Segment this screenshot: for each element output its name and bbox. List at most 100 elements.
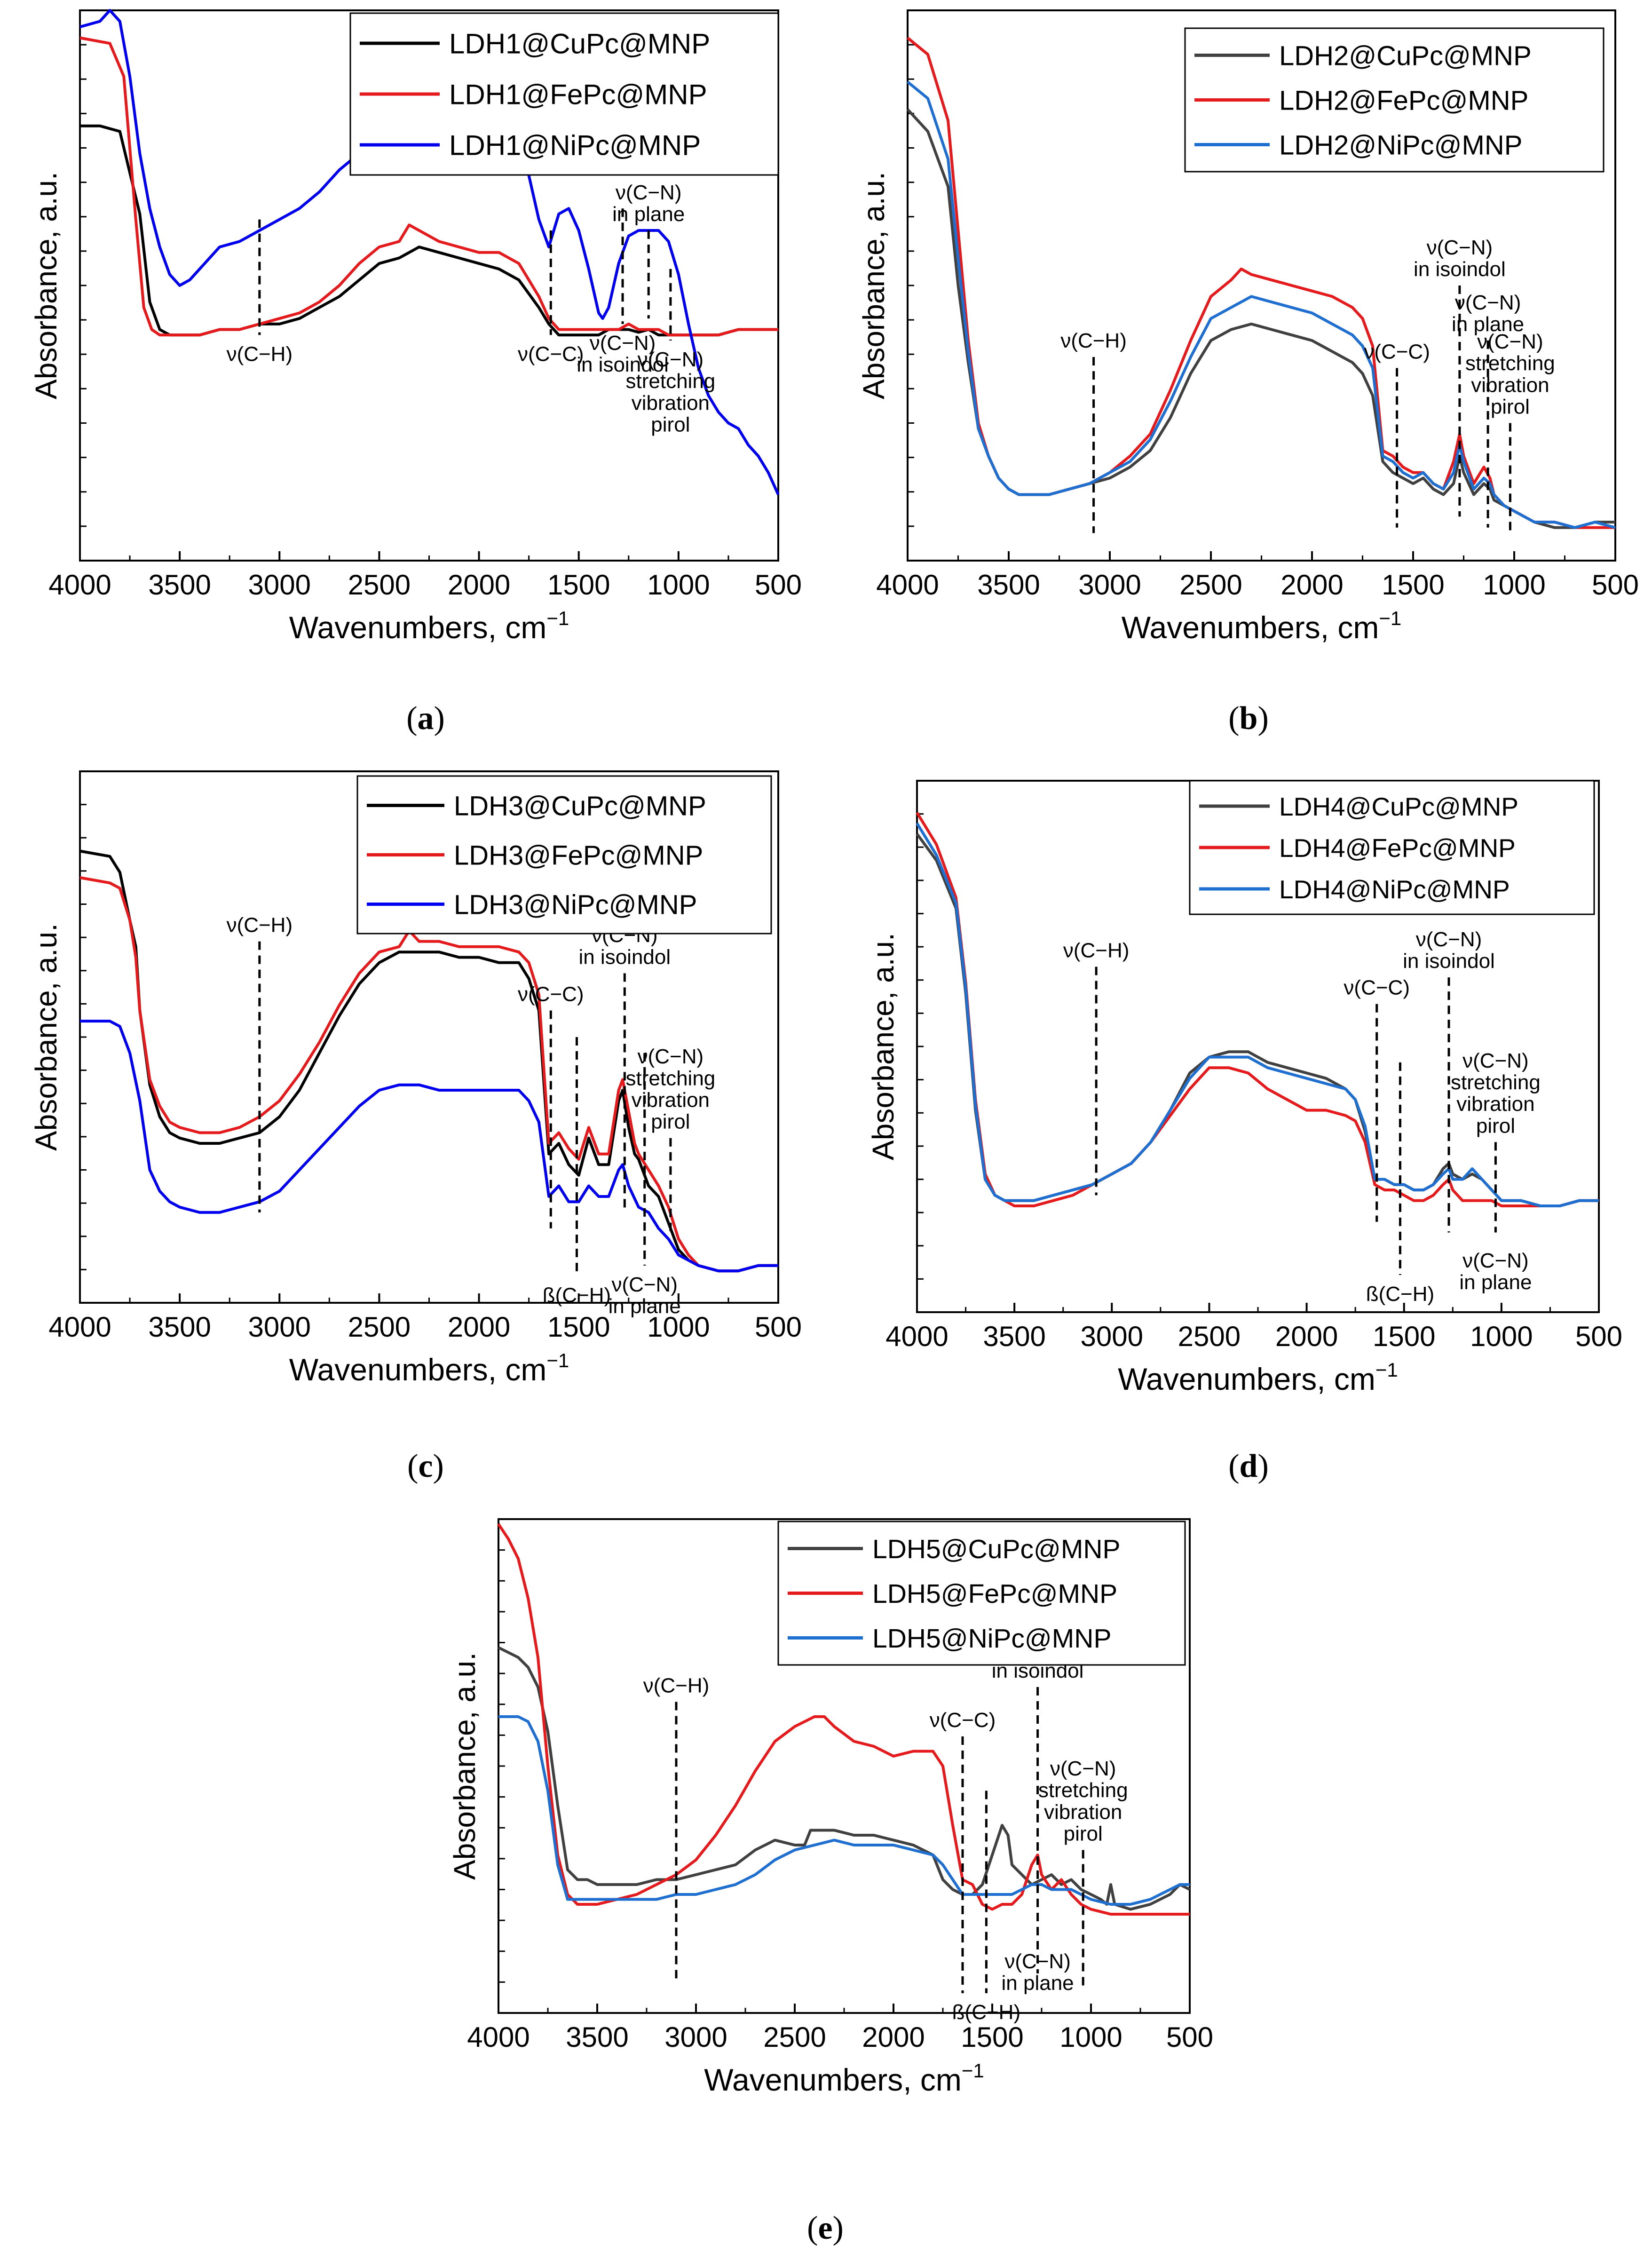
annotation-label: ν(C−C) xyxy=(518,342,584,365)
annotation-label: ν(C−H) xyxy=(1063,939,1130,962)
series-line-1 xyxy=(498,1646,1191,1911)
annotation-label: ν(C−H) xyxy=(227,914,293,937)
annotation-label: ν(C−N) in plane xyxy=(612,181,685,226)
legend-entry: LDH3@NiPc@MNP xyxy=(454,889,697,920)
x-tick-label: 3500 xyxy=(148,569,211,601)
panel-caption: (d) xyxy=(1228,1448,1269,1484)
annotation-label: ν(C−N)in isoindol xyxy=(1403,928,1495,973)
x-axis-label: Wavenumbers, cm−1 xyxy=(1118,1359,1398,1396)
series-line-1 xyxy=(79,849,778,1273)
x-tick-label: 2000 xyxy=(448,569,510,601)
x-tick-label: 3500 xyxy=(148,1311,211,1343)
y-axis-label: Absorbance, a.u. xyxy=(29,923,63,1151)
x-tick-label: 500 xyxy=(1166,2021,1213,2053)
x-tick-label: 3500 xyxy=(566,2021,628,2053)
annotation-label: ν(C−H) xyxy=(227,342,293,365)
annotation-label: ν(C−N) in plane xyxy=(1459,1249,1532,1294)
x-tick-label: 1500 xyxy=(1373,1321,1435,1352)
x-tick-label: 1000 xyxy=(647,569,710,601)
annotation-label: ν(C−C) xyxy=(518,983,584,1006)
x-tick-label: 1000 xyxy=(1059,2021,1122,2053)
x-tick-label: 4000 xyxy=(467,2021,530,2053)
x-tick-label: 1000 xyxy=(647,1311,710,1343)
x-tick-label: 500 xyxy=(755,569,802,601)
annotation-label: ν(C−N) stretching vibration pirol xyxy=(626,348,716,436)
annotation-label: ν(C−N) in plane xyxy=(609,1273,681,1318)
legend-entry: LDH5@FePc@MNP xyxy=(872,1579,1117,1609)
series-line-2 xyxy=(497,1523,1190,1916)
x-tick-label: 2500 xyxy=(348,1311,411,1343)
x-tick-label: 2000 xyxy=(862,2021,925,2053)
legend-entry: LDH1@NiPc@MNP xyxy=(449,130,701,161)
series-line-3 xyxy=(80,1020,778,1273)
series-line-2 xyxy=(79,36,778,337)
panel-a: 4000 3500 3000 2500 2000 1500 1000 500 Wavenumbe… xyxy=(29,9,802,737)
legend-entry: LDH5@NiPc@MNP xyxy=(872,1624,1111,1654)
x-tick-label: 2500 xyxy=(348,569,411,601)
annotation-label: ν(C−N) in plane xyxy=(1452,291,1524,336)
series-line-2 xyxy=(916,812,1599,1207)
x-tick-label: 1500 xyxy=(1382,569,1444,601)
x-tick-label: 3000 xyxy=(1078,569,1141,601)
legend-entry: LDH3@CuPc@MNP xyxy=(454,791,706,821)
legend: LDH1@CuPc@MNP LDH1@FePc@MNP LDH1@NiPc@MNP xyxy=(349,12,779,176)
series-line-3 xyxy=(498,1715,1190,1906)
legend-entry: LDH4@NiPc@MNP xyxy=(1279,875,1510,904)
x-tick-label: 2000 xyxy=(448,1311,510,1343)
legend-entry: LDH1@CuPc@MNP xyxy=(449,28,710,60)
legend: LDH5@CuPc@MNP LDH5@FePc@MNP LDH5@NiPc@MNP xyxy=(777,1521,1186,1666)
annotation-label: ß(C−H) xyxy=(1366,1283,1434,1306)
panel-caption: (a) xyxy=(406,700,445,737)
x-tick-label: 4000 xyxy=(48,569,111,601)
annotation-label: ν(C−N) in plane xyxy=(1002,1950,1074,1995)
series-line-2 xyxy=(79,876,778,1273)
legend-entry: LDH5@CuPc@MNP xyxy=(872,1534,1121,1564)
x-tick-label: 500 xyxy=(1592,569,1639,601)
annotation-label: ν(C−N)in isoindol xyxy=(577,332,669,376)
x-tick-label: 4000 xyxy=(48,1311,111,1343)
annotation-label: ν(C−N) stretching vibration pirol xyxy=(1465,330,1555,419)
x-tick-label: 2000 xyxy=(1280,569,1343,601)
annotation-label: ν(C−C) xyxy=(1364,341,1430,364)
x-tick-label: 3000 xyxy=(1081,1321,1143,1352)
x-tick-label: 1000 xyxy=(1470,1321,1533,1352)
panel-c: 4000 3500 3000 2500 2000 1500 1000 500 Wavenumbe… xyxy=(29,770,802,1484)
x-tick-label: 2500 xyxy=(763,2021,826,2053)
x-tick-label: 4000 xyxy=(885,1321,948,1352)
x-tick-label: 500 xyxy=(755,1311,802,1343)
annotation-label: ß(C−H) xyxy=(952,2001,1020,2024)
y-axis-label: Absorbance, a.u. xyxy=(448,1652,482,1880)
legend-entry: LDH2@NiPc@MNP xyxy=(1279,130,1522,160)
y-axis-label: Absorbance, a.u. xyxy=(29,172,63,399)
annotation-label: ß(C−H) xyxy=(543,1284,611,1307)
x-tick-label: 500 xyxy=(1575,1321,1622,1352)
y-axis-label: Absorbance, a.u. xyxy=(866,933,900,1160)
panel-e: 4000 3500 3000 2500 2000 1500 1000 500 Wavenumbe… xyxy=(448,1518,1213,2246)
x-tick-label: 1500 xyxy=(547,1311,610,1343)
x-tick-label: 1500 xyxy=(547,569,610,601)
x-tick-label: 2500 xyxy=(1179,569,1242,601)
legend-entry: LDH3@FePc@MNP xyxy=(454,840,703,871)
x-tick-label: 1000 xyxy=(1483,569,1545,601)
x-tick-label: 3000 xyxy=(248,569,311,601)
panel-d: 4000 3500 3000 2500 2000 1500 1000 500 Wavenumbe… xyxy=(866,780,1622,1484)
panel-caption: (b) xyxy=(1228,700,1269,737)
x-tick-label: 3500 xyxy=(977,569,1040,601)
x-axis-label: Wavenumbers, cm−1 xyxy=(1122,607,1402,645)
x-tick-label: 4000 xyxy=(876,569,939,601)
legend: LDH2@CuPc@MNP LDH2@FePc@MNP LDH2@NiPc@MNP xyxy=(1184,27,1605,173)
x-tick-label: 3500 xyxy=(983,1321,1045,1352)
annotation-label: ν(C−N) stretching vibration pirol xyxy=(1451,1049,1541,1138)
x-axis-label: Wavenumbers, cm−1 xyxy=(704,2060,984,2097)
panel-b: 4000 3500 3000 2500 2000 1500 1000 500 Wavenumbe… xyxy=(857,9,1639,737)
annotation-label: ν(C−N) stretching vibration pirol xyxy=(626,1045,716,1133)
annotation-label: ν(C−C) xyxy=(930,1709,996,1732)
legend: LDH4@CuPc@MNP LDH4@FePc@MNP LDH4@NiPc@MNP xyxy=(1189,780,1595,915)
x-tick-label: 2000 xyxy=(1275,1321,1338,1352)
series-line-3 xyxy=(916,822,1599,1207)
x-tick-label: 3000 xyxy=(248,1311,311,1343)
x-axis-label: Wavenumbers, cm−1 xyxy=(289,1349,569,1387)
legend-entry: LDH4@CuPc@MNP xyxy=(1279,792,1518,821)
legend-entry: LDH1@FePc@MNP xyxy=(449,79,707,111)
